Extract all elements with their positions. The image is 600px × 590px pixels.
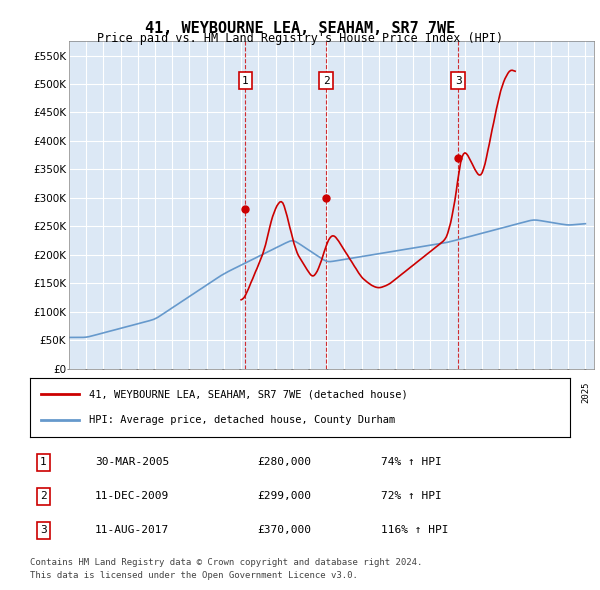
Text: 41, WEYBOURNE LEA, SEAHAM, SR7 7WE (detached house): 41, WEYBOURNE LEA, SEAHAM, SR7 7WE (deta… xyxy=(89,389,408,399)
Text: 2016: 2016 xyxy=(426,382,435,404)
Text: 2: 2 xyxy=(40,491,47,502)
Text: 2004: 2004 xyxy=(220,382,229,404)
Text: 2: 2 xyxy=(323,76,329,86)
Text: 2025: 2025 xyxy=(581,382,590,404)
Text: 1995: 1995 xyxy=(65,382,74,404)
Text: 2020: 2020 xyxy=(495,382,504,404)
Text: 2011: 2011 xyxy=(340,382,349,404)
Text: 1998: 1998 xyxy=(116,382,125,404)
Text: 2015: 2015 xyxy=(409,382,418,404)
Text: 74% ↑ HPI: 74% ↑ HPI xyxy=(381,457,442,467)
Text: 2000: 2000 xyxy=(151,382,160,404)
Text: 2012: 2012 xyxy=(357,382,366,404)
Text: 41, WEYBOURNE LEA, SEAHAM, SR7 7WE: 41, WEYBOURNE LEA, SEAHAM, SR7 7WE xyxy=(145,21,455,35)
Text: 2001: 2001 xyxy=(168,382,177,404)
Text: 2003: 2003 xyxy=(202,382,211,404)
Text: 1: 1 xyxy=(40,457,47,467)
Text: 2021: 2021 xyxy=(512,382,521,404)
Text: 1997: 1997 xyxy=(99,382,108,404)
Text: 2023: 2023 xyxy=(547,382,556,404)
Text: This data is licensed under the Open Government Licence v3.0.: This data is licensed under the Open Gov… xyxy=(30,571,358,580)
Text: Price paid vs. HM Land Registry's House Price Index (HPI): Price paid vs. HM Land Registry's House … xyxy=(97,32,503,45)
Text: HPI: Average price, detached house, County Durham: HPI: Average price, detached house, Coun… xyxy=(89,415,395,425)
Text: 2002: 2002 xyxy=(185,382,194,404)
Text: 2006: 2006 xyxy=(254,382,263,404)
Text: 1999: 1999 xyxy=(133,382,142,404)
Text: 2013: 2013 xyxy=(374,382,383,404)
Text: 2024: 2024 xyxy=(563,382,572,404)
Text: 116% ↑ HPI: 116% ↑ HPI xyxy=(381,526,449,535)
Text: 3: 3 xyxy=(455,76,461,86)
Text: 11-AUG-2017: 11-AUG-2017 xyxy=(95,526,169,535)
Text: 1996: 1996 xyxy=(82,382,91,404)
Text: 2014: 2014 xyxy=(392,382,401,404)
Text: 2009: 2009 xyxy=(305,382,314,404)
Text: 2022: 2022 xyxy=(529,382,538,404)
Text: 72% ↑ HPI: 72% ↑ HPI xyxy=(381,491,442,502)
Text: 2010: 2010 xyxy=(323,382,332,404)
Text: 2008: 2008 xyxy=(288,382,297,404)
Text: £370,000: £370,000 xyxy=(257,526,311,535)
Text: 1: 1 xyxy=(242,76,248,86)
Text: 3: 3 xyxy=(40,526,47,535)
Text: £280,000: £280,000 xyxy=(257,457,311,467)
Text: 30-MAR-2005: 30-MAR-2005 xyxy=(95,457,169,467)
Text: 2017: 2017 xyxy=(443,382,452,404)
Text: 2019: 2019 xyxy=(478,382,487,404)
Text: £299,000: £299,000 xyxy=(257,491,311,502)
Text: Contains HM Land Registry data © Crown copyright and database right 2024.: Contains HM Land Registry data © Crown c… xyxy=(30,558,422,566)
Text: 2005: 2005 xyxy=(236,382,245,404)
Text: 11-DEC-2009: 11-DEC-2009 xyxy=(95,491,169,502)
Text: 2007: 2007 xyxy=(271,382,280,404)
Text: 2018: 2018 xyxy=(460,382,469,404)
